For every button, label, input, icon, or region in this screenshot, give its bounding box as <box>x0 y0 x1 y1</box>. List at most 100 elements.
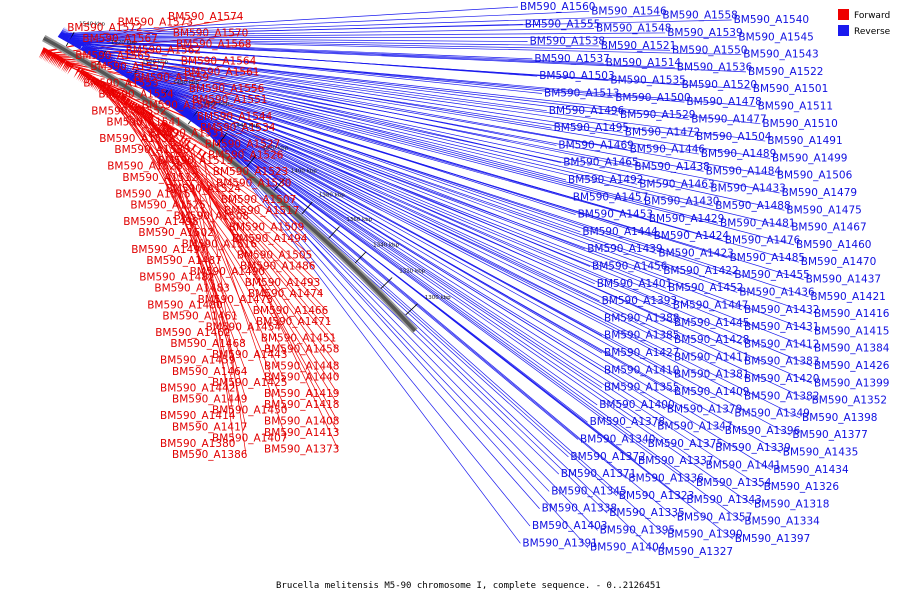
forward-leader <box>169 130 287 411</box>
forward-gene-label: BM590_A1414 <box>160 410 236 422</box>
reverse-gene-label: BM590_A1343 <box>686 494 761 506</box>
forward-gene-label: BM590_A1574 <box>168 11 244 23</box>
reverse-leader <box>106 60 638 185</box>
reverse-leader <box>143 83 813 315</box>
forward-gene-arrow <box>46 51 54 63</box>
forward-gene-arrow <box>73 67 81 79</box>
forward-gene-label: BM590_A1413 <box>264 427 339 439</box>
reverse-gene-arrow <box>114 60 123 72</box>
reverse-gene-label: BM590_A1335 <box>609 507 684 519</box>
forward-gene-arrow <box>161 124 169 135</box>
reverse-gene-arrow <box>77 38 85 50</box>
reverse-gene-arrow <box>205 122 214 133</box>
reverse-leader <box>69 38 599 47</box>
forward-leader <box>203 155 247 456</box>
reverse-gene-arrow <box>173 99 181 111</box>
tick-label: 1420 kbp <box>262 145 288 151</box>
forward-gene-arrow <box>132 104 140 115</box>
reverse-gene-label: BM590_A1349 <box>734 408 809 420</box>
forward-gene-label: BM590_A1554 <box>98 89 174 101</box>
reverse-gene-arrow <box>106 55 114 67</box>
reverse-gene-label: BM590_A1327 <box>658 546 733 558</box>
reverse-gene-label: BM590_A1446 <box>630 144 706 156</box>
reverse-gene-arrow <box>170 97 179 109</box>
forward-gene-arrow <box>188 143 197 155</box>
forward-gene-label: BM590_A1551 <box>192 94 267 106</box>
tick-label: 1520 kbp <box>111 40 137 46</box>
reverse-gene-label: BM590_A1456 <box>592 261 668 273</box>
forward-gene-arrow <box>142 111 151 122</box>
reverse-gene-label: BM590_A1463 <box>639 178 714 190</box>
forward-gene-label: BM590_A1493 <box>245 277 320 289</box>
forward-gene-arrow <box>119 96 128 107</box>
reverse-gene-arrow <box>138 75 146 87</box>
reverse-gene-label: BM590_A1323 <box>619 490 694 502</box>
forward-gene-label: BM590_A1530 <box>216 177 291 189</box>
forward-gene-label: BM590_A1515 <box>115 188 190 200</box>
forward-gene-label: BM590_A1512 <box>122 172 197 184</box>
reverse-gene-label: BM590_A1318 <box>754 498 829 510</box>
reverse-gene-label: BM590_A1432 <box>744 304 819 316</box>
forward-gene-arrow <box>194 148 203 159</box>
reverse-gene-arrow <box>187 109 196 121</box>
reverse-leader <box>95 53 557 146</box>
gene-features <box>38 26 215 162</box>
forward-gene-arrow <box>96 81 104 92</box>
forward-gene-label: BM590_A1524 <box>166 183 242 195</box>
reverse-gene-arrow <box>63 30 71 42</box>
reverse-leader <box>60 6 519 35</box>
reverse-gene-arrow <box>126 67 134 79</box>
forward-gene-arrow <box>127 101 136 113</box>
forward-gene-label: BM590_A1541 <box>106 116 181 128</box>
reverse-gene-label: BM590_A1548 <box>596 23 671 35</box>
forward-gene-arrow <box>135 106 143 117</box>
reverse-gene-label: BM590_A1465 <box>563 157 638 169</box>
forward-gene-label: BM590_A1474 <box>248 288 324 300</box>
forward-gene-arrow <box>105 87 114 98</box>
reverse-gene-arrow <box>134 73 143 85</box>
forward-gene-label: BM590_A1468 <box>170 338 245 350</box>
reverse-gene-label: BM590_A1510 <box>762 118 837 130</box>
reverse-gene-arrow <box>198 117 207 128</box>
reverse-gene-arrow <box>197 116 205 127</box>
reverse-gene-label: BM590_A1522 <box>748 66 823 78</box>
forward-gene-label: BM590_A1516 <box>182 238 258 250</box>
reverse-gene-label: BM590_A1393 <box>602 295 677 307</box>
forward-gene-label: BM590_A1533 <box>114 144 189 156</box>
reverse-leader <box>191 116 762 488</box>
tick-mark <box>354 251 367 264</box>
forward-gene-label: BM590_A1572 <box>67 22 142 34</box>
reverse-gene-label: BM590_A1499 <box>772 152 847 164</box>
legend-reverse-swatch <box>838 25 849 36</box>
reverse-leader <box>205 126 734 540</box>
forward-gene-arrow <box>145 113 154 124</box>
forward-gene-label: BM590_A1373 <box>264 443 339 455</box>
reverse-gene-arrow <box>65 31 73 43</box>
reverse-leader <box>89 49 761 125</box>
forward-gene-arrow <box>79 70 87 82</box>
reverse-gene-label: BM590_A1503 <box>539 70 614 82</box>
reverse-leader <box>129 74 799 263</box>
reverse-gene-label: BM590_A1506 <box>777 170 853 182</box>
reverse-gene-arrow <box>189 111 198 122</box>
forward-gene-arrow <box>141 110 149 121</box>
reverse-gene-arrow <box>163 92 172 104</box>
reverse-leader <box>126 72 657 254</box>
forward-gene-arrow <box>198 151 207 162</box>
reverse-gene-arrow <box>137 75 145 86</box>
reverse-leader <box>104 58 775 177</box>
reverse-leader <box>62 15 661 36</box>
reverse-leader <box>99 55 771 159</box>
reverse-leader <box>132 76 733 276</box>
forward-gene-label: BM590_A1553 <box>83 78 158 90</box>
reverse-gene-arrow <box>118 63 126 75</box>
reverse-gene-arrow <box>199 118 208 129</box>
reverse-gene-label: BM590_A1396 <box>725 425 801 437</box>
reverse-gene-label: BM590_A1437 <box>806 274 881 286</box>
reverse-leader <box>90 50 552 129</box>
reverse-gene-arrow <box>124 67 133 78</box>
forward-gene-label: BM590_A1567 <box>82 33 157 45</box>
reverse-gene-arrow <box>61 28 69 40</box>
forward-leader <box>107 89 213 234</box>
forward-gene-label: BM590_A1531 <box>150 127 225 139</box>
